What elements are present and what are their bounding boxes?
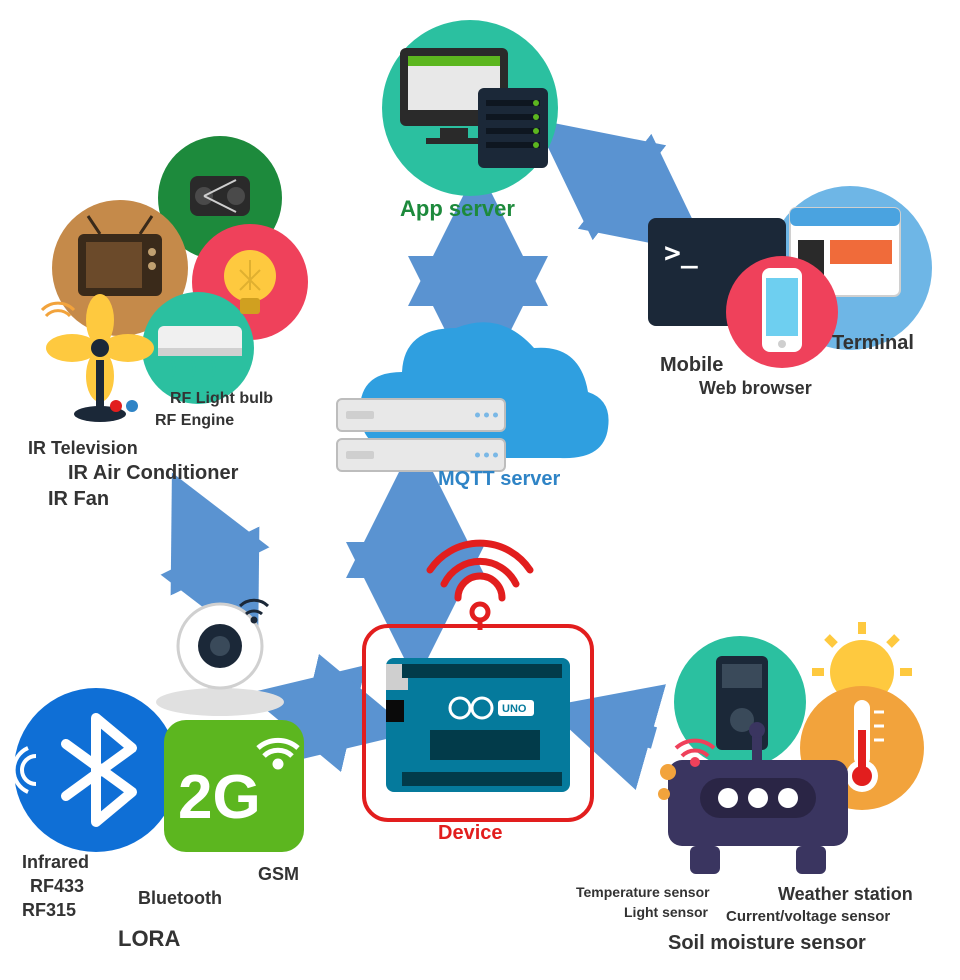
weather-station-label: Weather station bbox=[778, 884, 913, 905]
current-voltage-label: Current/voltage sensor bbox=[726, 908, 890, 925]
robot-sensor-icon bbox=[0, 0, 960, 980]
diagram-stage: App server >_ Mobile Terminal Web browse… bbox=[0, 0, 960, 980]
light-sensor-label: Light sensor bbox=[624, 904, 708, 920]
temperature-sensor-label: Temperature sensor bbox=[576, 884, 710, 900]
soil-moisture-label: Soil moisture sensor bbox=[668, 932, 866, 955]
